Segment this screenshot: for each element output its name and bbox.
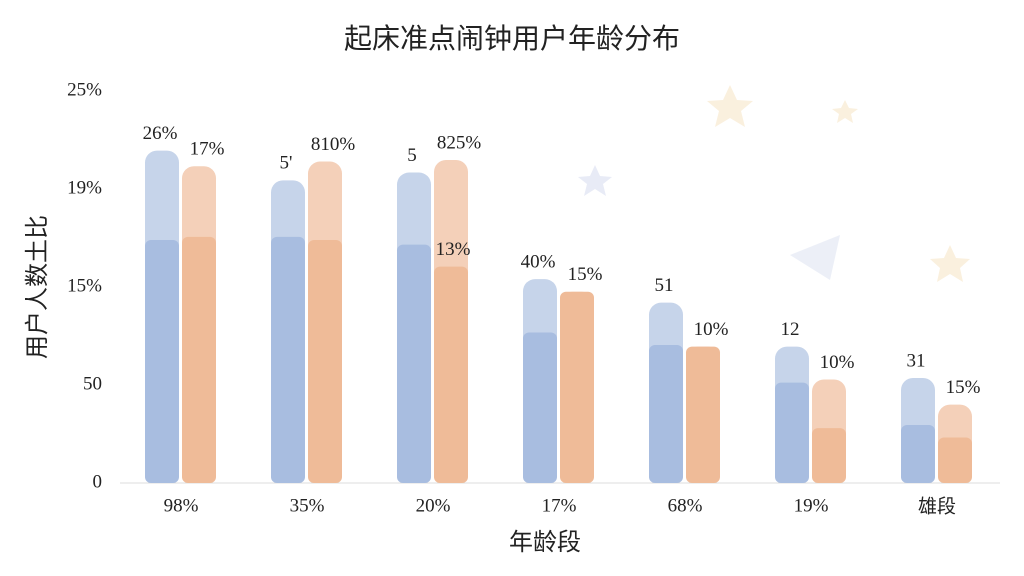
y-axis-label: 用户人数土比 bbox=[23, 215, 51, 359]
annotation: 13% bbox=[436, 239, 471, 260]
bar-inner bbox=[271, 236, 305, 483]
x-tick-label: 35% bbox=[290, 495, 325, 516]
bar-inner bbox=[775, 382, 809, 483]
chart-title: 起床准点闹钟用户年龄分布 bbox=[344, 22, 680, 55]
y-tick-label: 15% bbox=[67, 275, 102, 296]
y-tick-label: 0 bbox=[93, 471, 103, 492]
bar-inner bbox=[182, 236, 216, 483]
x-tick-label: 68% bbox=[668, 495, 703, 516]
data-label: 5 bbox=[407, 145, 417, 166]
data-label: 26% bbox=[143, 123, 178, 144]
bar-inner bbox=[308, 239, 342, 483]
bar-inner bbox=[812, 428, 846, 483]
x-tick-label: 20% bbox=[416, 495, 451, 516]
y-tick-label: 19% bbox=[67, 177, 102, 198]
bar-inner bbox=[434, 266, 468, 483]
bar-inner bbox=[397, 244, 431, 483]
data-label: 5' bbox=[280, 153, 293, 174]
data-label: 17% bbox=[190, 139, 225, 160]
bar-inner bbox=[901, 424, 935, 483]
bar-inner bbox=[938, 437, 972, 483]
x-tick-label: 17% bbox=[542, 495, 577, 516]
data-label: 40% bbox=[521, 252, 556, 273]
x-tick-label: 19% bbox=[794, 495, 829, 516]
data-label: 825% bbox=[437, 132, 482, 153]
bar-inner bbox=[649, 345, 683, 483]
bar-inner bbox=[145, 239, 179, 483]
bar-inner bbox=[523, 332, 557, 483]
data-label: 10% bbox=[820, 352, 855, 373]
y-tick-label: 25% bbox=[67, 79, 102, 100]
data-label: 10% bbox=[694, 319, 729, 340]
data-label: 51 bbox=[655, 275, 674, 296]
y-tick-label: 50 bbox=[83, 373, 102, 394]
bar-inner bbox=[560, 291, 594, 483]
data-label: 12 bbox=[781, 319, 800, 340]
x-tick-label: 98% bbox=[164, 495, 199, 516]
data-label: 810% bbox=[311, 134, 356, 155]
background-decoration bbox=[578, 85, 970, 282]
data-label: 31 bbox=[907, 350, 926, 371]
data-label: 15% bbox=[568, 264, 603, 285]
x-axis-label: 年龄段 bbox=[509, 528, 581, 556]
x-tick-label: 雄段 bbox=[918, 496, 956, 518]
data-label: 15% bbox=[946, 377, 981, 398]
bar-inner bbox=[686, 346, 720, 483]
